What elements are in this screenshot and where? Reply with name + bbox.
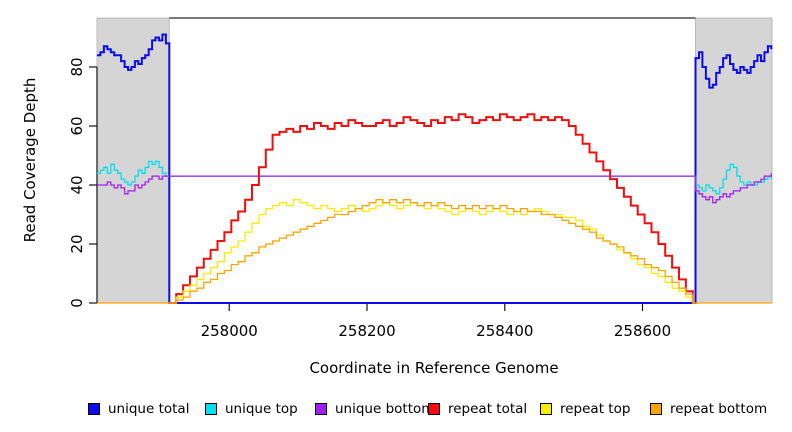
y-tick-label: 40 (68, 175, 86, 194)
legend-label: repeat total (448, 401, 528, 417)
legend-item-repeat-bottom: repeat bottom (650, 401, 767, 417)
series-line-unique-top (97, 160, 772, 195)
series-line-unique-total (97, 33, 773, 304)
legend-item-unique-bottom: unique bottom (315, 401, 434, 417)
y-tick-label: 20 (68, 234, 86, 253)
series-line-repeat-bottom (97, 199, 772, 304)
x-tick-label: 258200 (338, 322, 395, 340)
unique-total-swatch-icon (88, 403, 100, 415)
repeat-total-swatch-icon (428, 403, 440, 415)
y-axis-title: Read Coverage Depth (21, 77, 39, 243)
series-line-repeat-total (169, 113, 696, 304)
shaded-flank-regions (96, 17, 773, 304)
legend-label: unique total (108, 401, 190, 417)
legend-item-repeat-top: repeat top (540, 401, 630, 417)
repeat-top-swatch-icon (540, 403, 552, 415)
series-line-unique-bottom (97, 173, 772, 204)
flank-region (96, 17, 170, 304)
legend-item-unique-total: unique total (88, 401, 189, 417)
x-tick-label: 258400 (476, 322, 533, 340)
unique-bottom-swatch-icon (315, 403, 327, 415)
legend-label: repeat top (560, 401, 631, 417)
x-tick-label: 258000 (201, 322, 258, 340)
series-line-repeat-top (169, 199, 696, 304)
legend-label: unique top (225, 401, 298, 417)
legend-item-unique-top: unique top (205, 401, 298, 417)
repeat-bottom-swatch-icon (650, 403, 662, 415)
x-tick-label: 258600 (614, 322, 671, 340)
coverage-series-lines (97, 33, 773, 304)
legend-label: repeat bottom (670, 401, 768, 417)
legend-label: unique bottom (335, 401, 435, 417)
x-axis-title: Coordinate in Reference Genome (309, 359, 559, 377)
y-tick-label: 80 (68, 57, 86, 76)
unique-top-swatch-icon (205, 403, 217, 415)
y-tick-label: 0 (68, 298, 86, 308)
y-tick-label: 60 (68, 116, 86, 135)
legend-item-repeat-total: repeat total (428, 401, 527, 417)
